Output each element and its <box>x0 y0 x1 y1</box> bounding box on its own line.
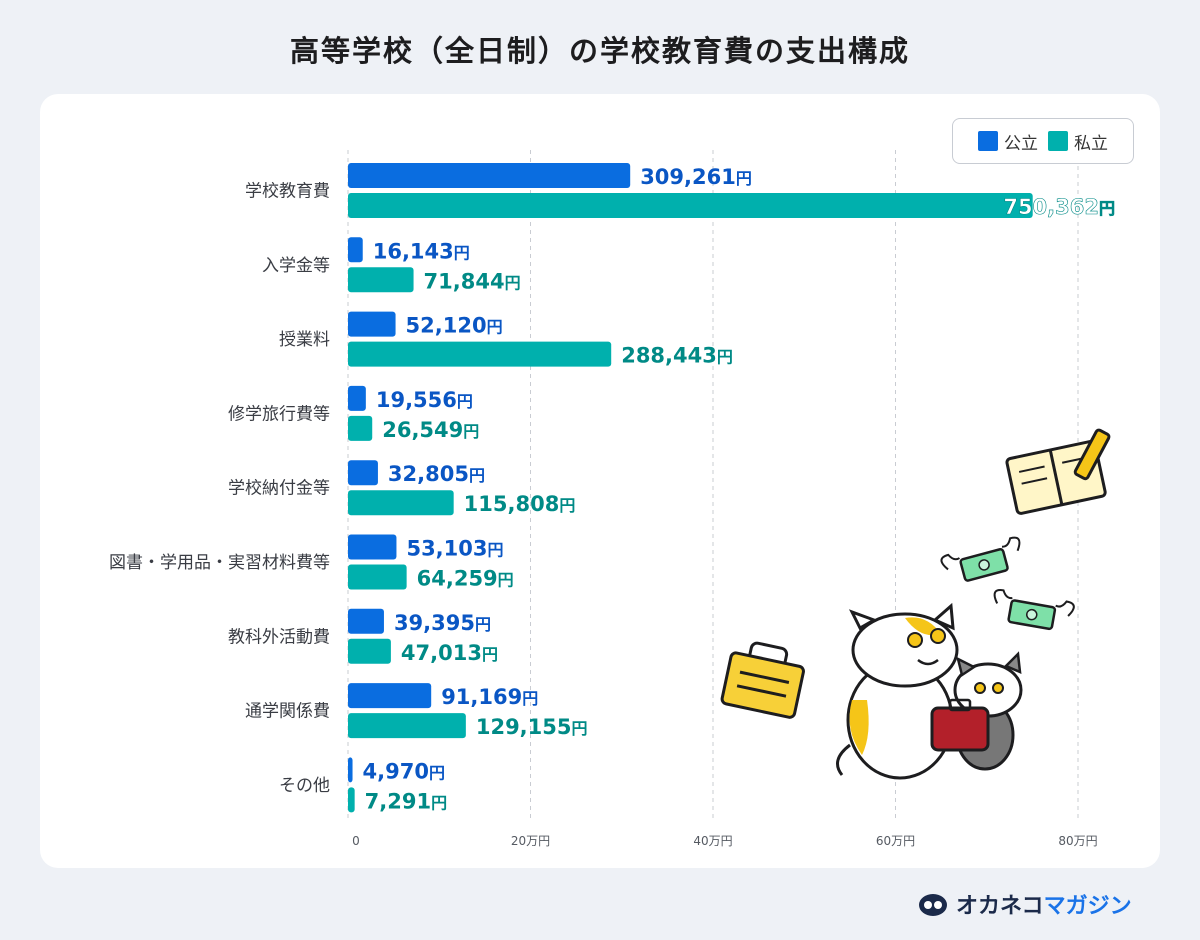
category-label: その他 <box>279 776 330 796</box>
category-label: 通学関係費 <box>245 702 330 722</box>
x-tick-label: 20万円 <box>511 834 550 848</box>
bar-private <box>348 564 407 590</box>
value-label-private: 129,155円 <box>476 715 588 739</box>
value-label-public: 53,103円 <box>406 537 503 561</box>
category-label: 学校納付金等 <box>228 479 330 499</box>
x-tick-label: 40万円 <box>693 834 732 848</box>
value-label-public: 91,169円 <box>441 685 538 709</box>
value-label-public: 52,120円 <box>406 314 503 338</box>
bar-private <box>348 713 466 739</box>
value-label-private: 750,362円 <box>1003 195 1115 219</box>
bars <box>348 163 1033 813</box>
legend: 公立 私立 <box>952 118 1134 164</box>
value-label-private: 64,259円 <box>417 567 514 591</box>
value-label-private: 7,291円 <box>365 789 447 813</box>
bar-private <box>348 490 454 516</box>
x-tick-label: 80万円 <box>1058 834 1097 848</box>
bar-public <box>348 608 384 634</box>
category-label: 教科外活動費 <box>228 627 330 647</box>
bar-public <box>348 683 432 709</box>
value-label-private: 71,844円 <box>424 269 521 293</box>
brand-name-part1: オカネコ <box>956 894 1044 919</box>
bar-private <box>348 341 612 367</box>
legend-label-private: 私立 <box>1074 133 1108 154</box>
bar-public <box>348 460 378 486</box>
legend-item-private: 私立 <box>1048 129 1108 154</box>
bar-private <box>348 415 373 441</box>
category-label: 学校教育費 <box>245 182 330 202</box>
category-label: 入学金等 <box>262 256 330 276</box>
legend-item-public: 公立 <box>978 129 1038 154</box>
bar-private <box>348 638 391 664</box>
value-label-private: 115,808円 <box>464 492 576 516</box>
category-label: 修学旅行費等 <box>228 404 330 424</box>
category-label: 授業料 <box>279 330 330 350</box>
value-label-private: 288,443円 <box>621 344 733 368</box>
brand-name-part2: マガジン <box>1043 894 1132 919</box>
flying-money-icon <box>940 536 1075 631</box>
bar-public <box>348 163 631 188</box>
value-label-public: 4,970円 <box>363 759 445 783</box>
bar-private <box>348 787 355 813</box>
bar-public <box>348 237 363 263</box>
okaneko-logo-icon <box>919 894 947 916</box>
legend-swatch-private <box>1048 131 1068 151</box>
bar-public <box>348 534 397 560</box>
category-label: 図書・学用品・実習材料費等 <box>109 553 330 573</box>
value-label-public: 16,143円 <box>373 239 470 263</box>
legend-swatch-public <box>978 131 998 151</box>
value-label-public: 19,556円 <box>376 388 473 412</box>
brand-logo: オカネコ マガジン <box>918 889 1132 919</box>
bar-public <box>348 385 366 411</box>
value-label-private: 47,013円 <box>401 641 498 665</box>
notebook-pencil-icon <box>1005 428 1111 515</box>
labels: 0 20万円 40万円 60万円 80万円 学校教育費 309,261円 750,362円入学… <box>109 165 1115 848</box>
bar-public <box>348 757 353 783</box>
bar-private <box>348 193 1033 218</box>
x-tick-label: 60万円 <box>876 834 915 848</box>
legend-label-public: 公立 <box>1004 133 1038 154</box>
bar-public <box>348 311 396 337</box>
value-label-private: 26,549円 <box>382 418 479 442</box>
value-label-public: 309,261円 <box>640 165 752 189</box>
bar-private <box>348 267 414 293</box>
x-tick-label: 0 <box>352 834 360 848</box>
chart-title: 高等学校（全日制）の学校教育費の支出構成 <box>289 34 910 68</box>
briefcase-icon <box>720 641 805 719</box>
value-label-public: 39,395円 <box>394 611 491 635</box>
cats-with-bag-icon <box>836 602 1023 780</box>
value-label-public: 32,805円 <box>388 462 485 486</box>
